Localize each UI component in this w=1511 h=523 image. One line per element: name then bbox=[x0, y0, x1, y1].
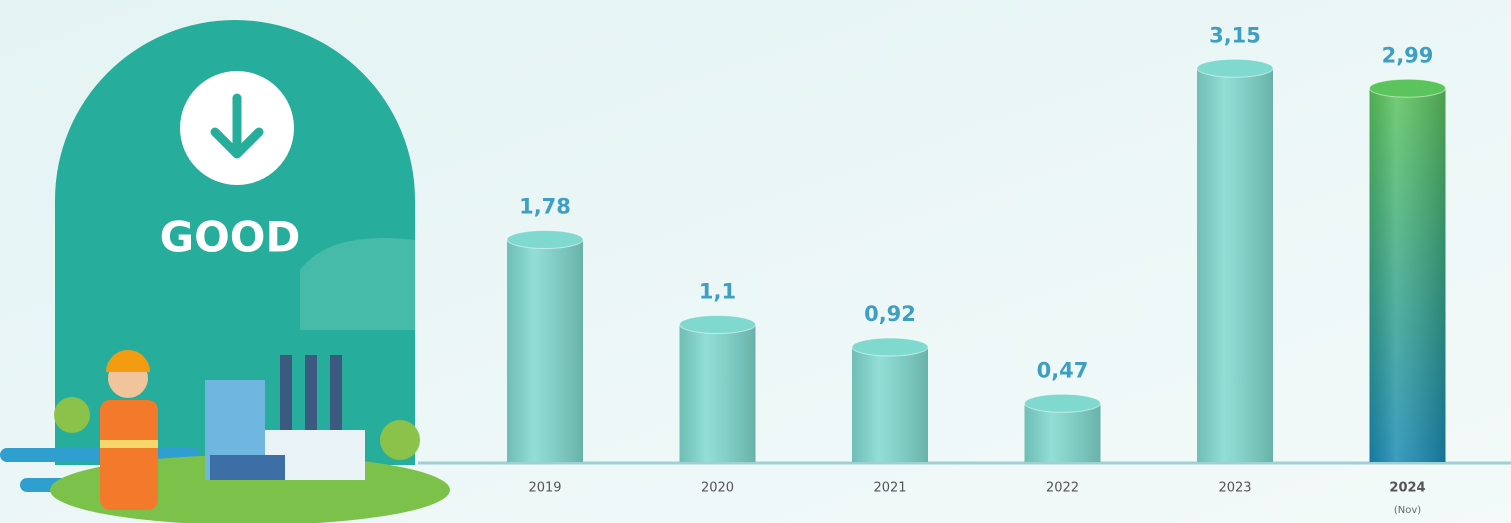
bar-shade bbox=[1197, 68, 1273, 462]
bar-cap bbox=[1024, 393, 1101, 413]
x-tick-label: 2021 bbox=[873, 481, 906, 496]
x-tick-label: 2022 bbox=[1046, 481, 1079, 496]
bar-cap bbox=[851, 337, 929, 357]
bar-shade bbox=[1369, 88, 1446, 462]
bar-shade bbox=[1024, 403, 1101, 462]
bar-shade bbox=[852, 347, 928, 462]
x-tick-label: 2023 bbox=[1218, 481, 1251, 496]
bar-shade bbox=[679, 324, 756, 462]
value-label: 0,92 bbox=[864, 302, 916, 326]
bar-shade bbox=[507, 239, 583, 462]
x-tick-note: (Nov) bbox=[1394, 505, 1421, 516]
bar-cap bbox=[679, 315, 756, 334]
bar-cap bbox=[1196, 58, 1274, 78]
value-label: 3,15 bbox=[1209, 23, 1261, 47]
bar-cap bbox=[1369, 78, 1446, 98]
x-tick-label: 2020 bbox=[701, 481, 734, 496]
badge: GOOD bbox=[0, 20, 450, 523]
value-label: 1,1 bbox=[699, 280, 736, 304]
x-tick-label: 2019 bbox=[528, 481, 561, 496]
value-label: 2,99 bbox=[1382, 43, 1434, 67]
value-label: 0,47 bbox=[1037, 358, 1089, 382]
x-tick-label: 2024 bbox=[1389, 481, 1425, 496]
bar-cap bbox=[506, 230, 584, 249]
badge-text: GOOD bbox=[160, 213, 301, 262]
value-label: 1,78 bbox=[519, 195, 571, 219]
